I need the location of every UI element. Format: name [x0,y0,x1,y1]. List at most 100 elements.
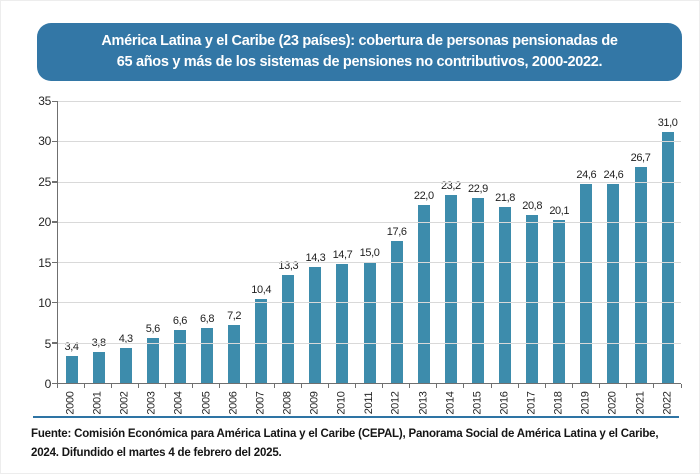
bar-column: 17,6 [383,101,410,383]
gridline [58,302,681,304]
x-label-cell: 2002 [111,388,138,418]
x-label-cell: 2008 [274,388,301,418]
bar-value-label: 24,6 [576,169,597,182]
bar-value-label: 31,0 [657,117,678,130]
x-label-cell: 2010 [328,388,355,418]
x-label-cell: 2015 [464,388,491,418]
x-axis-tick-label: 2009 [308,391,321,415]
x-tick [409,384,411,388]
x-axis-tick-label: 2022 [661,391,674,415]
x-axis-tick-label: 2000 [64,391,77,415]
x-tick [680,384,682,388]
y-tick [51,221,57,223]
bar-column: 5,6 [139,101,166,383]
x-axis-tick-label: 2021 [634,391,647,415]
bar-value-label: 6,6 [172,314,187,327]
x-axis-tick-label: 2008 [281,391,294,415]
bar-column: 13,3 [275,101,302,383]
y-axis-tick-label: 5 [44,336,52,351]
bar-column: 23,2 [437,101,464,383]
x-tick [165,384,167,388]
x-tick [490,384,492,388]
bar-value-label: 4,3 [118,333,133,346]
x-axis-tick-label: 2018 [552,391,565,415]
x-axis-tick-label: 2019 [579,391,592,415]
x-label-cell: 2021 [627,388,654,418]
x-label-cell: 2001 [84,388,111,418]
bar-column: 3,4 [58,101,85,383]
x-axis-tick-label: 2012 [390,391,403,415]
bar-value-label: 13,3 [278,260,299,273]
bar-value-label: 23,2 [440,180,461,193]
x-axis-ticks [56,384,682,389]
y-axis-tick-label: 10 [38,296,51,311]
bar [146,337,159,383]
bar-value-label: 15,0 [359,246,380,259]
x-axis-tick-label: 2005 [200,391,213,415]
bar [553,220,566,383]
bar-value-label: 24,6 [603,169,624,182]
bar [228,324,241,383]
y-axis-tick-label: 30 [38,134,51,149]
y-axis-labels: 0 5 10 15 20 25 30 35 [1,94,52,391]
bar-value-label: 22,9 [468,182,488,195]
bar-value-label: 21,8 [495,191,515,204]
x-tick [110,384,112,388]
bar [282,275,295,383]
x-tick [354,384,356,388]
x-axis-tick-label: 2007 [254,391,267,415]
x-tick [273,384,275,388]
bar-column: 14,7 [329,101,356,383]
x-label-cell: 2019 [572,388,599,418]
x-label-cell: 2003 [138,388,165,418]
bar [363,261,376,383]
x-label-cell: 2014 [437,388,464,418]
x-tick [544,384,546,388]
bar-value-label: 17,6 [386,225,407,238]
bars-container: 3,43,8 4,3 5,6 6,6 6,8 7,2 10,4 13,3 14,3 14,7 15,… [58,101,681,383]
x-tick [382,384,384,388]
gridline [58,181,681,183]
x-tick [626,384,628,388]
bar-column: 6,6 [166,101,193,383]
bar [92,352,105,383]
y-tick [51,100,57,102]
gridline [58,101,681,102]
x-label-cell: 2016 [491,388,518,418]
bar [173,329,186,383]
bar-column: 20,8 [519,101,546,383]
bar-column: 15,0 [356,101,383,383]
x-label-cell: 2007 [247,388,274,418]
x-label-cell: 2009 [301,388,328,418]
bar [255,298,268,383]
bar-value-label: 14,3 [305,252,326,265]
x-tick [300,384,302,388]
y-axis-tick-label: 15 [38,255,51,270]
x-tick [56,384,58,388]
x-axis-tick-label: 2002 [118,391,131,415]
x-label-cell: 2013 [410,388,437,418]
bar [580,184,593,383]
bar [607,184,620,383]
bar-value-label: 10,4 [251,283,272,296]
plot-area: 3,43,8 4,3 5,6 6,6 6,8 7,2 10,4 13,3 14,3 14,7 15,… [51,100,681,384]
x-label-cell: 2017 [518,388,545,418]
x-tick [83,384,85,388]
bar-column: 22,0 [410,101,437,383]
bar-column: 24,6 [600,101,627,383]
x-tick [192,384,194,388]
bar [201,328,214,383]
bar [526,214,539,383]
x-tick [436,384,438,388]
x-axis-tick-label: 2020 [607,391,620,415]
x-axis-tick-label: 2016 [498,391,511,415]
x-label-cell: 2022 [654,388,681,418]
x-tick [327,384,329,388]
y-tick [51,140,57,143]
bar [634,167,647,383]
bar-column: 20,1 [546,101,573,383]
x-tick [246,384,248,388]
x-axis-tick-label: 2001 [91,391,104,415]
bar-column: 21,8 [492,101,519,383]
